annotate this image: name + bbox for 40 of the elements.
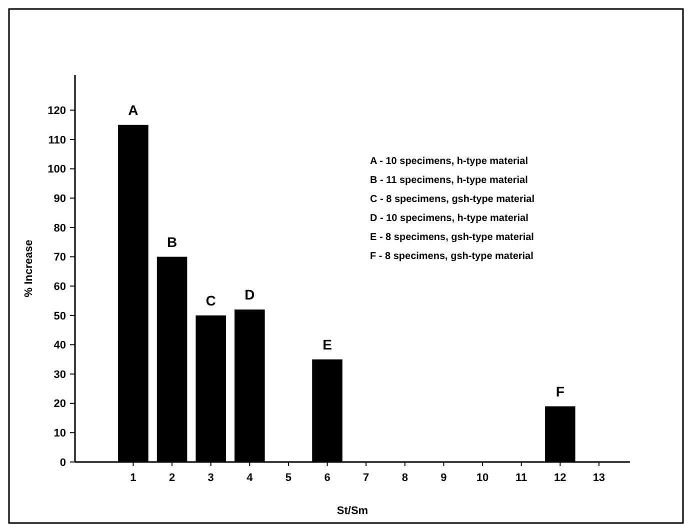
x-tick-label: 8 [402,472,408,484]
annotation: A [128,102,138,118]
y-tick-label: 40 [54,340,66,352]
x-tick-label: 4 [246,472,254,484]
annotation: D [244,286,255,303]
annotation: B - 11 specimens, h-type material [370,175,528,186]
y-tick-label: 70 [54,252,66,264]
y-tick-label: 0 [60,456,66,469]
x-tick-label: 1 [130,472,136,484]
x-tick-label: 9 [440,472,447,484]
annotation: E [322,336,332,352]
y-tick-label: 110 [48,134,66,146]
annotation: F - 8 specimens, gsh-type material [370,251,534,262]
x-tick-label: 2 [168,472,176,484]
y-tick-label: 50 [54,310,66,322]
annotation: C - 8 specimens, gsh-type material [370,194,535,205]
y-tick-label: 60 [54,280,66,293]
x-tick-label: 6 [324,472,330,484]
y-tick-label: 90 [54,192,66,205]
annotation: B [166,234,178,250]
x-tick-label: 7 [363,472,370,484]
x-tick-label: 11 [516,472,528,484]
x-tick-label: 3 [208,472,214,484]
x-tick-label: 10 [476,472,489,484]
y-axis-title: % Increase [23,240,35,298]
annotation: E - 8 specimens, gsh-type material [370,232,534,243]
annotation: C [206,292,216,308]
annotation: D - 10 specimens, h-type material [370,213,529,224]
annotation: A - 10 specimens, h-type material [370,156,528,167]
y-tick-label: 100 [48,164,66,176]
x-axis-title: St/Sm [336,505,368,517]
annotation: F [556,383,565,400]
y-tick-label: 10 [54,428,66,440]
y-tick-label: 80 [54,222,66,234]
x-tick-label: 5 [285,472,292,484]
y-tick-label: 120 [48,105,66,118]
y-tick-label: 30 [54,368,66,381]
x-tick-label: 12 [554,472,566,484]
x-tick-label: 13 [592,472,606,484]
y-tick-label: 20 [54,398,66,410]
